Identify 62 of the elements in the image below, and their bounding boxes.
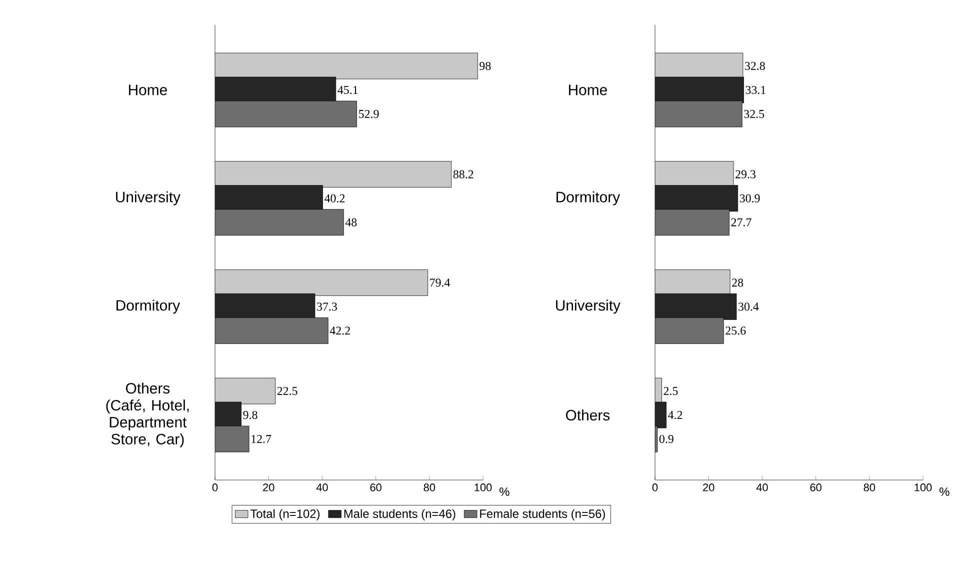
data-label: 37.3 xyxy=(317,302,337,311)
data-label: 2.5 xyxy=(664,386,678,396)
bar xyxy=(215,293,316,320)
data-label: 22.5 xyxy=(277,386,298,396)
y-tick-label: Dormitory xyxy=(556,191,620,206)
x-tick-label: 20 xyxy=(703,484,714,492)
x-axis-title: % xyxy=(500,488,510,496)
x-tick-label: 100 xyxy=(914,484,932,492)
data-label: 40.2 xyxy=(324,194,345,202)
y-tick-label: University xyxy=(116,191,180,206)
y-tick-label: Home xyxy=(568,84,607,96)
legend-label: Total (n=102) xyxy=(250,509,320,520)
x-tick-label: 60 xyxy=(810,484,822,492)
data-label: 0.9 xyxy=(659,434,674,444)
x-tick-label: 80 xyxy=(864,484,876,492)
bar xyxy=(215,426,250,452)
x-tick-label: 20 xyxy=(263,484,274,492)
bar xyxy=(215,209,344,236)
data-label: 32.8 xyxy=(745,62,765,70)
data-label: 32.5 xyxy=(744,110,764,118)
data-label: 79.4 xyxy=(430,278,450,287)
bar xyxy=(655,317,724,344)
bar xyxy=(655,100,742,128)
bar xyxy=(655,293,737,320)
y-tick-label: Dormitory xyxy=(116,300,180,314)
x-tick-label: 0 xyxy=(212,484,218,492)
data-label: 29.3 xyxy=(736,170,756,178)
bar xyxy=(215,161,452,188)
x-tick-label: 40 xyxy=(756,484,768,492)
y-tick-label: University xyxy=(556,300,620,314)
x-tick-label: 40 xyxy=(316,484,328,492)
bar xyxy=(215,317,328,344)
x-tick-label: 100 xyxy=(474,484,492,492)
legend-label: Female students (n=56) xyxy=(480,509,605,520)
x-tick-label: 60 xyxy=(370,484,382,492)
data-label: 28 xyxy=(732,278,744,287)
x-tick-label: 80 xyxy=(424,484,436,492)
data-label: 27.7 xyxy=(731,218,752,226)
data-label: 33.1 xyxy=(746,86,766,94)
data-label: 98 xyxy=(480,62,491,70)
data-label: 88.2 xyxy=(453,170,474,178)
data-label: 30.4 xyxy=(738,302,759,311)
data-label: 25.6 xyxy=(726,326,746,335)
data-label: 30.9 xyxy=(740,194,760,202)
y-tick-label: Home xyxy=(128,84,167,96)
bar xyxy=(655,209,730,236)
data-label: 42.2 xyxy=(330,326,350,335)
bar xyxy=(215,52,478,80)
bar xyxy=(215,269,428,296)
y-tick-label: Others xyxy=(566,410,610,420)
bar xyxy=(215,100,357,128)
data-label: 52.9 xyxy=(358,110,379,118)
x-axis-title: % xyxy=(940,488,950,496)
x-tick-label: 0 xyxy=(652,484,658,492)
bar xyxy=(215,378,276,404)
data-label: 9.8 xyxy=(243,410,258,420)
y-tick-label: Others (Café, Hotel, Department Store, Car) xyxy=(106,382,189,448)
legend-label: Male students (n=46) xyxy=(344,509,456,520)
data-label: 45.1 xyxy=(338,86,358,94)
data-label: 4.2 xyxy=(668,410,682,420)
data-label: 12.7 xyxy=(252,434,272,444)
data-label: 48 xyxy=(345,218,357,226)
